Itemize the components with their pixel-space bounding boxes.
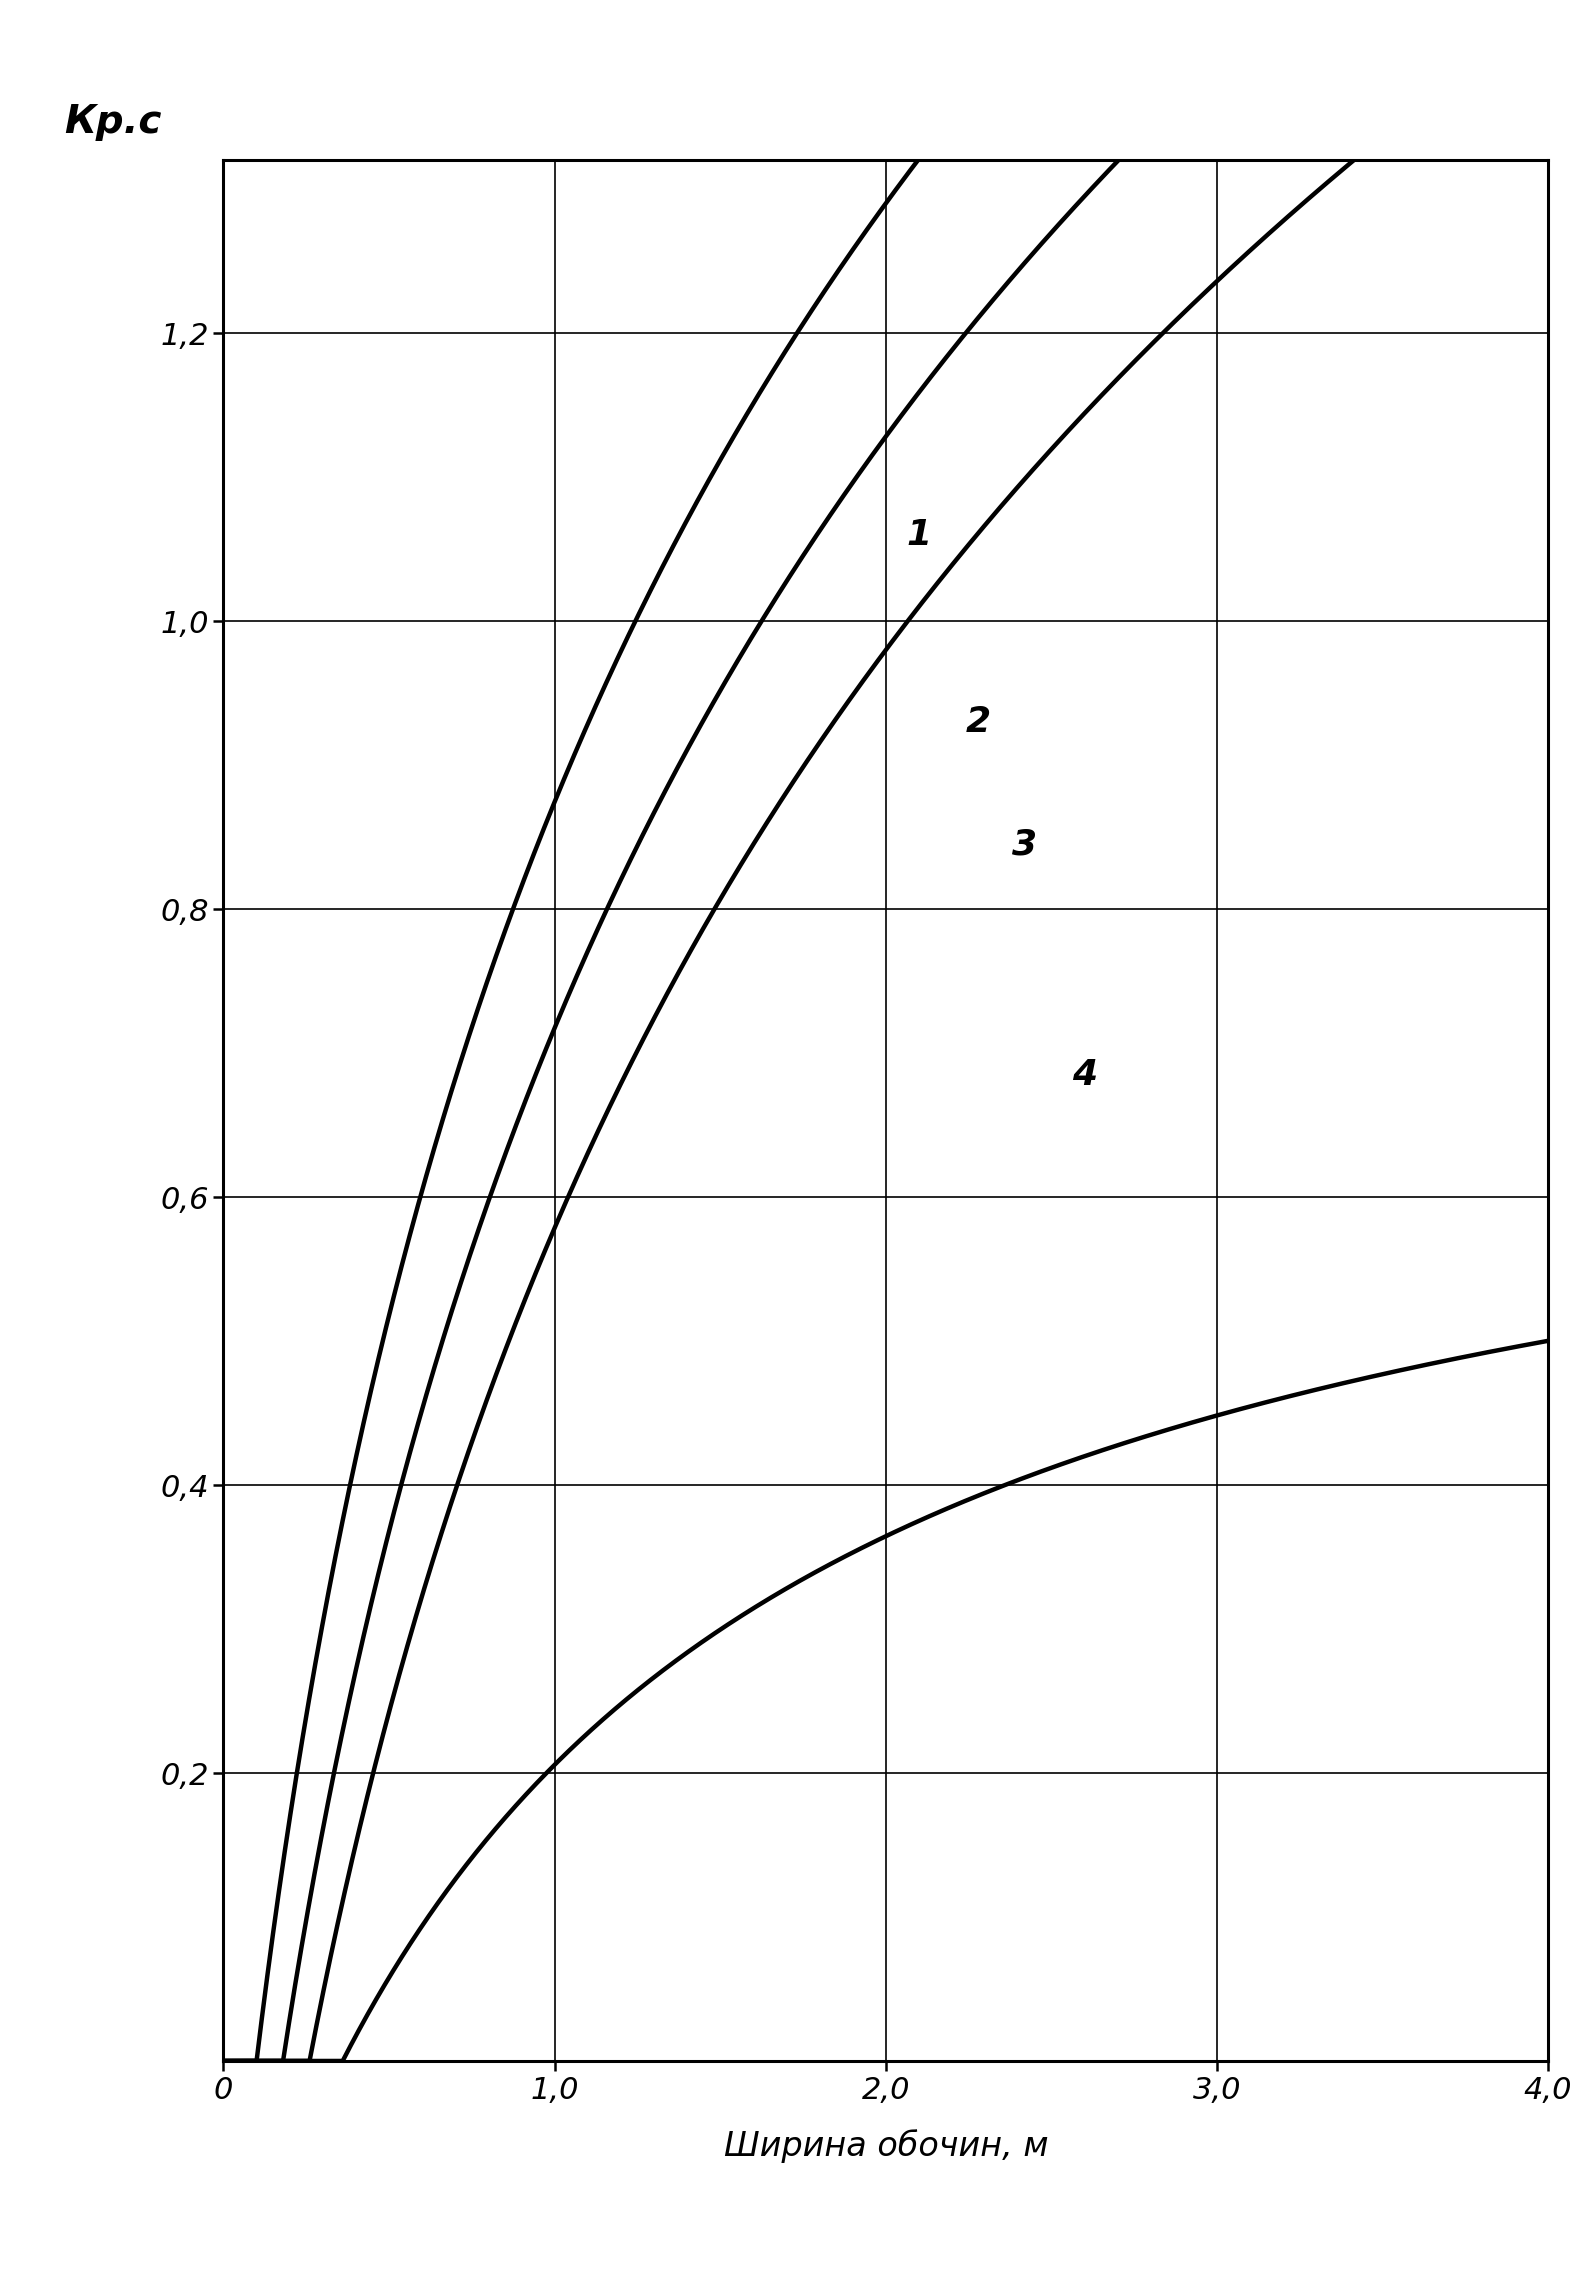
Text: 4: 4 [1073,1058,1096,1092]
Text: 2: 2 [966,705,991,740]
Text: Кр.с: Кр.с [64,103,161,142]
Text: 3: 3 [1012,827,1037,861]
Text: 1: 1 [907,518,932,552]
X-axis label: Ширина обочин, м: Ширина обочин, м [723,2130,1049,2164]
